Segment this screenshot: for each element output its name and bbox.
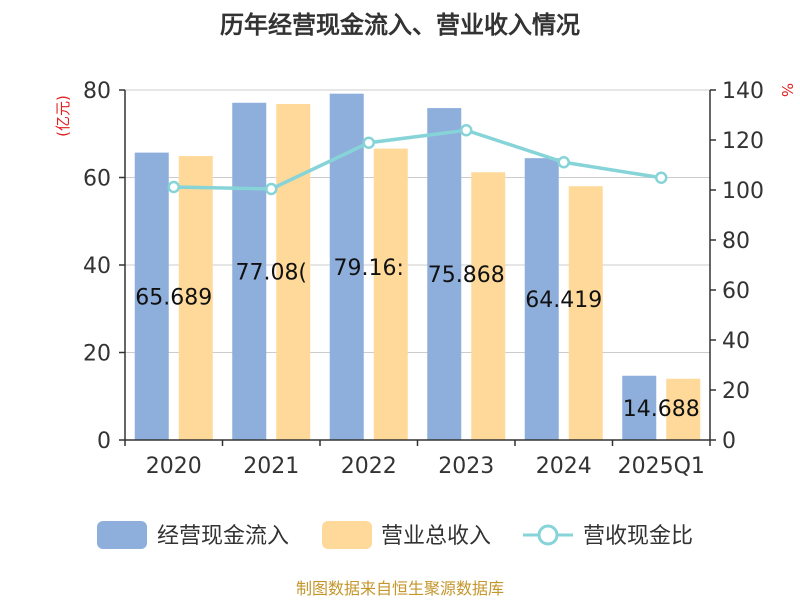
bar-series2[interactable] bbox=[276, 104, 311, 440]
legend-swatch-series1[interactable] bbox=[97, 521, 147, 549]
right-tick-label: 100 bbox=[722, 179, 764, 204]
right-tick-label: 120 bbox=[722, 129, 764, 154]
left-tick-label: 80 bbox=[83, 79, 111, 104]
source-note: 制图数据来自恒生聚源数据库 bbox=[296, 579, 504, 598]
bar-value-label: 14.688 bbox=[623, 397, 700, 422]
x-tick-label: 2020 bbox=[146, 454, 202, 479]
bars bbox=[134, 93, 701, 441]
x-tick-label: 2025Q1 bbox=[618, 454, 705, 479]
legend-marker-series3[interactable] bbox=[537, 524, 559, 546]
ratio-line bbox=[167, 124, 668, 196]
right-axis-unit: % bbox=[778, 83, 796, 97]
x-tick-label: 2022 bbox=[341, 454, 397, 479]
bar-value-label: 77.08( bbox=[235, 260, 307, 285]
left-tick-label: 40 bbox=[83, 254, 111, 279]
bar-series2[interactable] bbox=[666, 378, 701, 440]
gridlines bbox=[125, 89, 710, 353]
ratio-point[interactable] bbox=[460, 124, 473, 137]
bar-labels: 65.689 77.08( 79.16: 75.868 64.419 14.688 bbox=[135, 256, 699, 422]
ratio-point[interactable] bbox=[167, 180, 180, 194]
ratio-point[interactable] bbox=[362, 136, 375, 149]
legend-label-series2[interactable]: 营业总收入 bbox=[381, 524, 491, 549]
right-tick-label: 40 bbox=[722, 329, 750, 354]
legend-swatch-series2[interactable] bbox=[322, 521, 372, 549]
bar-value-label: 75.868 bbox=[428, 263, 505, 288]
right-tick-label: 60 bbox=[722, 279, 750, 304]
bar-value-label: 64.419 bbox=[525, 288, 602, 313]
right-tick-label: 0 bbox=[722, 429, 736, 454]
bar-series1[interactable] bbox=[427, 108, 462, 440]
left-tick-label: 0 bbox=[97, 429, 111, 454]
bar-series1[interactable] bbox=[524, 158, 559, 440]
x-tick-label: 2021 bbox=[243, 454, 299, 479]
ratio-point[interactable] bbox=[655, 171, 668, 184]
left-axis-ticks: 0 20 40 60 80 bbox=[83, 79, 125, 454]
bar-series2[interactable] bbox=[568, 186, 603, 440]
bar-series2[interactable] bbox=[178, 156, 213, 440]
x-tick-label: 2024 bbox=[536, 454, 592, 479]
left-axis-unit: (亿元) bbox=[54, 95, 72, 137]
legend-label-series1[interactable]: 经营现金流入 bbox=[157, 524, 289, 549]
x-axis-ticks: 2020 2021 2022 2023 2024 2025Q1 bbox=[124, 440, 711, 479]
right-tick-label: 80 bbox=[722, 229, 750, 254]
bar-series1[interactable] bbox=[232, 102, 267, 441]
bar-series2[interactable] bbox=[471, 172, 506, 440]
bar-series1[interactable] bbox=[622, 375, 657, 440]
bar-series2[interactable] bbox=[373, 148, 408, 440]
ratio-line-path bbox=[173, 128, 662, 191]
right-axis-ticks: 0 20 40 60 80 100 120 140 bbox=[710, 79, 764, 454]
left-tick-label: 20 bbox=[83, 342, 111, 367]
right-tick-label: 140 bbox=[722, 79, 764, 104]
legend: 经营现金流入 营业总收入 营收现金比 bbox=[97, 521, 693, 549]
x-tick-label: 2023 bbox=[438, 454, 494, 479]
ratio-point[interactable] bbox=[557, 156, 570, 169]
legend-label-series3[interactable]: 营收现金比 bbox=[583, 524, 693, 549]
right-tick-label: 20 bbox=[722, 379, 750, 404]
chart-title: 历年经营现金流入、营业收入情况 bbox=[220, 11, 580, 39]
left-tick-label: 60 bbox=[83, 167, 111, 192]
bar-value-label: 79.16: bbox=[334, 256, 404, 281]
bar-series1[interactable] bbox=[134, 152, 169, 440]
ratio-point[interactable] bbox=[265, 182, 278, 196]
bar-value-label: 65.689 bbox=[135, 285, 212, 310]
